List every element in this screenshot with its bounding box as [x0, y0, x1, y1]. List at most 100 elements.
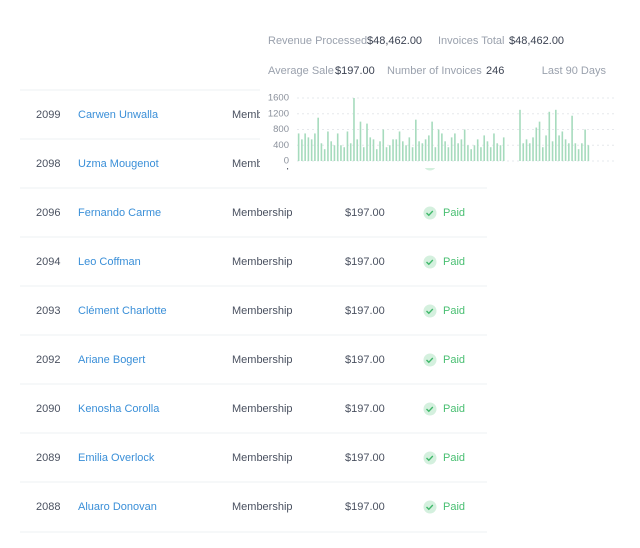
status: Paid: [443, 207, 465, 219]
customer-name[interactable]: Kenosha Corolla: [78, 403, 160, 415]
stat-label: Average Sale: [268, 65, 334, 77]
bar: [584, 129, 586, 161]
bar: [431, 121, 433, 161]
bar: [327, 131, 329, 161]
bar: [304, 133, 306, 161]
status: Paid: [443, 403, 465, 415]
bar: [558, 135, 560, 161]
bar: [349, 143, 352, 161]
bar: [418, 141, 420, 161]
bar: [450, 137, 453, 161]
y-tick-label: 400: [273, 140, 289, 151]
bar: [587, 145, 590, 161]
bar: [519, 109, 521, 161]
bar: [444, 141, 446, 161]
product: Membership: [232, 305, 293, 317]
bar: [301, 139, 303, 161]
bar: [366, 123, 368, 161]
bar: [577, 149, 580, 161]
check-icon: [426, 357, 434, 364]
bar: [411, 147, 414, 161]
product: Membership: [232, 403, 293, 415]
bar: [483, 135, 485, 161]
y-tick-label: 0: [284, 156, 289, 167]
bar: [402, 141, 404, 161]
invoice-id: 2093: [36, 305, 60, 317]
bar: [369, 137, 372, 161]
amount: $197.00: [345, 256, 385, 268]
bar: [568, 143, 570, 161]
stats-panel: [260, 25, 640, 168]
check-icon: [426, 308, 434, 315]
customer-name[interactable]: Carwen Unwalla: [78, 109, 159, 121]
bar: [555, 109, 557, 161]
bar: [385, 147, 388, 161]
amount: $197.00: [345, 305, 385, 317]
status: Paid: [443, 256, 465, 268]
amount: $197.00: [345, 452, 385, 464]
bar: [424, 139, 427, 161]
status: Paid: [443, 354, 465, 366]
check-icon: [426, 259, 434, 266]
amount: $197.00: [345, 403, 385, 415]
bar: [538, 121, 541, 161]
stat-value: $197.00: [335, 65, 375, 77]
check-icon: [426, 210, 434, 217]
invoice-id: 2088: [36, 501, 60, 513]
customer-name[interactable]: Uzma Mougenot: [78, 158, 159, 170]
invoice-id: 2098: [36, 158, 60, 170]
product: Membership: [232, 501, 293, 513]
stat-value: 246: [486, 65, 504, 77]
status: Paid: [443, 501, 465, 513]
bar: [388, 145, 391, 161]
customer-name[interactable]: Ariane Bogert: [78, 354, 145, 366]
bar: [467, 145, 469, 161]
bar: [454, 133, 456, 161]
y-tick-label: 800: [273, 124, 289, 135]
bar: [489, 147, 492, 161]
status: Paid: [443, 305, 465, 317]
bar: [382, 129, 385, 161]
bar: [395, 139, 398, 161]
bar: [541, 147, 544, 161]
bar: [392, 139, 394, 161]
invoice-id: 2096: [36, 207, 60, 219]
bar: [545, 135, 547, 161]
bar: [330, 141, 332, 161]
bar: [333, 145, 336, 161]
bar: [346, 131, 349, 161]
bar: [535, 127, 538, 161]
customer-name[interactable]: Leo Coffman: [78, 256, 141, 268]
bar: [564, 139, 567, 161]
bar: [428, 135, 430, 161]
amount: $197.00: [345, 207, 385, 219]
bar: [441, 133, 443, 161]
bar: [551, 141, 554, 161]
stat-label: Invoices Total: [438, 35, 504, 47]
bar: [574, 143, 577, 161]
customer-name[interactable]: Emilia Overlock: [78, 452, 155, 464]
bar: [528, 143, 531, 161]
customer-name[interactable]: Aluaro Donovan: [78, 501, 157, 513]
bar: [571, 115, 573, 161]
bar: [480, 147, 482, 161]
customer-name[interactable]: Fernando Carme: [78, 207, 161, 219]
product: Membership: [232, 452, 293, 464]
invoice-id: 2090: [36, 403, 60, 415]
bar: [340, 145, 342, 161]
customer-name[interactable]: Clément Charlotte: [78, 305, 167, 317]
bar: [405, 145, 407, 161]
invoice-id: 2099: [36, 109, 60, 121]
period[interactable]: Last 90 Days: [542, 65, 607, 77]
bar: [320, 143, 323, 161]
bar: [415, 119, 417, 161]
bar: [434, 147, 437, 161]
product: Membership: [232, 354, 293, 366]
bar: [398, 131, 401, 161]
amount: $197.00: [345, 501, 385, 513]
bar: [496, 143, 499, 161]
bar: [375, 149, 378, 161]
y-tick-label: 1200: [268, 108, 289, 119]
amount: $197.00: [345, 354, 385, 366]
